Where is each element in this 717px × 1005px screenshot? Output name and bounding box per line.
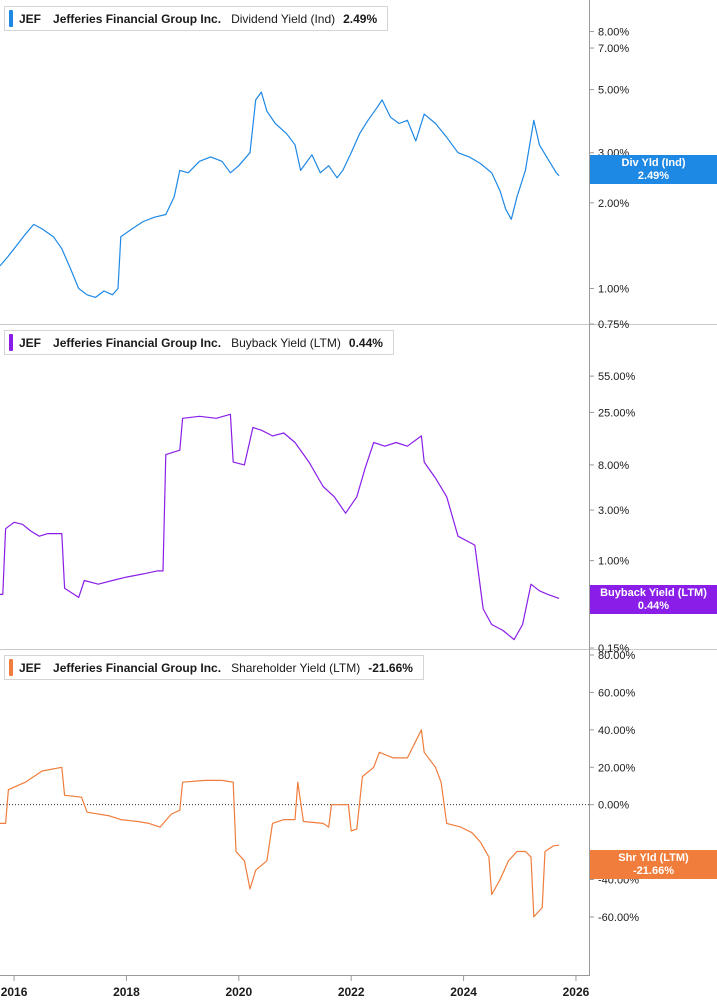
x-tick-label: 2016 (1, 985, 28, 999)
buyback-legend: JEF Jefferies Financial Group Inc. Buyba… (4, 330, 394, 355)
dividend-legend-swatch (9, 10, 13, 27)
series-line (0, 413, 560, 641)
legend-ticker: JEF (19, 11, 42, 26)
y-tick-label: 0.75% (598, 319, 629, 331)
legend-ticker: JEF (19, 660, 42, 675)
shareholder-legend: JEF Jefferies Financial Group Inc. Share… (4, 655, 424, 680)
buyback-legend-swatch (9, 334, 13, 351)
legend-company: Jefferies Financial Group Inc. (53, 335, 222, 350)
flag-value: -21.66% (633, 864, 674, 877)
y-tick-label: 80.00% (598, 650, 636, 662)
dividend-value-flag: Div Yld (Ind) 2.49% (590, 155, 717, 184)
legend-ticker: JEF (19, 335, 42, 350)
legend-value: -21.66% (368, 660, 413, 675)
shareholder-legend-swatch (9, 659, 13, 676)
legend-company: Jefferies Financial Group Inc. (53, 11, 222, 26)
dividend-yield-panel: 8.00%7.00%5.00%3.00%2.00%1.00%0.75% (0, 27, 629, 331)
y-tick-label: 8.00% (598, 27, 629, 39)
buyback-value-flag: Buyback Yield (LTM) 0.44% (590, 585, 717, 614)
y-tick-label: 7.00% (598, 43, 629, 55)
y-tick-label: 40.00% (598, 725, 636, 737)
y-tick-label: 0.00% (598, 800, 629, 812)
legend-company: Jefferies Financial Group Inc. (53, 660, 222, 675)
y-tick-label: 1.00% (598, 556, 629, 568)
x-tick-label: 2022 (338, 985, 365, 999)
series-line (0, 729, 560, 918)
y-tick-label: 20.00% (598, 762, 636, 774)
legend-metric: Buyback Yield (LTM) (231, 335, 341, 350)
flag-label: Shr Yld (LTM) (618, 851, 689, 864)
x-tick-label: 2018 (113, 985, 140, 999)
x-axis: 2016 2018 2020 2022 2024 2026 (1, 975, 590, 999)
y-tick-label: 3.00% (598, 505, 629, 517)
flag-value: 2.49% (637, 169, 670, 182)
y-tick-label: 8.00% (598, 460, 629, 472)
flag-label: Div Yld (Ind) (621, 156, 686, 169)
y-tick-label: 55.00% (598, 371, 636, 383)
series-line (0, 91, 560, 298)
flag-label: Buyback Yield (LTM) (600, 586, 707, 599)
legend-value: 2.49% (343, 11, 378, 26)
y-tick-label: 2.00% (598, 198, 629, 210)
legend-value: 0.44% (348, 335, 383, 350)
y-tick-label: 25.00% (598, 407, 636, 419)
y-tick-label: -60.00% (598, 912, 639, 924)
shareholder-yield-panel: 80.00%60.00%40.00%20.00%0.00%-40.00%-60.… (0, 650, 639, 924)
x-tick-label: 2026 (563, 985, 590, 999)
buyback-yield-panel: 55.00% 25.00% 8.00% 3.00% 1.00% 0.15% (0, 371, 636, 655)
flag-value: 0.44% (637, 599, 670, 612)
y-tick-label: 0.15% (598, 643, 629, 655)
y-tick-label: 1.00% (598, 283, 629, 295)
x-tick-label: 2020 (225, 985, 252, 999)
x-tick-label: 2024 (450, 985, 477, 999)
legend-metric: Shareholder Yield (LTM) (231, 660, 361, 675)
dividend-legend: JEF Jefferies Financial Group Inc. Divid… (4, 6, 389, 31)
legend-metric: Dividend Yield (Ind) (231, 11, 336, 26)
y-tick-label: 5.00% (598, 85, 629, 97)
panel-separators (0, 0, 717, 976)
y-tick-label: 60.00% (598, 687, 636, 699)
shareholder-value-flag: Shr Yld (LTM) -21.66% (590, 850, 717, 879)
